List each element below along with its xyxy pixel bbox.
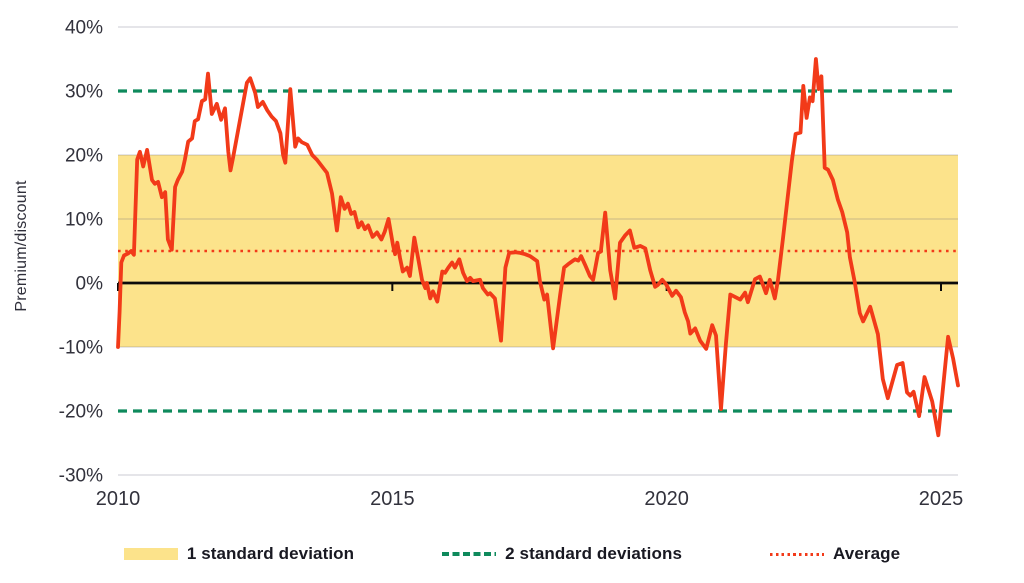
y-tick-label: -20% (59, 402, 103, 423)
legend-label-average: Average (833, 544, 901, 563)
y-tick-label: 10% (65, 210, 103, 231)
y-axis-title: Premium/discount (13, 180, 30, 312)
one-sd-band-swatch (123, 548, 178, 560)
legend-item-1sd: 1 standard deviation (123, 544, 355, 564)
y-tick-label: -30% (59, 466, 103, 487)
x-tick-label: 2010 (96, 488, 141, 510)
legend-label-2sd: 2 standard deviations (505, 544, 683, 563)
y-tick-label: 0% (76, 274, 104, 295)
legend-item-2sd: 2 standard deviations (442, 544, 682, 564)
y-tick-label: -10% (59, 338, 103, 359)
x-tick-label: 2015 (370, 488, 415, 510)
chart-legend: 1 standard deviation 2 standard deviatio… (0, 544, 1024, 564)
legend-item-average: Average (770, 544, 900, 564)
two-sd-dashed-swatch (442, 552, 497, 556)
y-tick-label: 40% (65, 18, 103, 39)
y-tick-label: 20% (65, 146, 103, 167)
legend-label-1sd: 1 standard deviation (186, 544, 355, 563)
x-tick-label: 2020 (644, 488, 689, 510)
average-dotted-swatch (770, 552, 825, 556)
premium-discount-line (116, 57, 960, 438)
x-tick-label: 2025 (919, 488, 964, 510)
y-tick-label: 30% (65, 82, 103, 103)
